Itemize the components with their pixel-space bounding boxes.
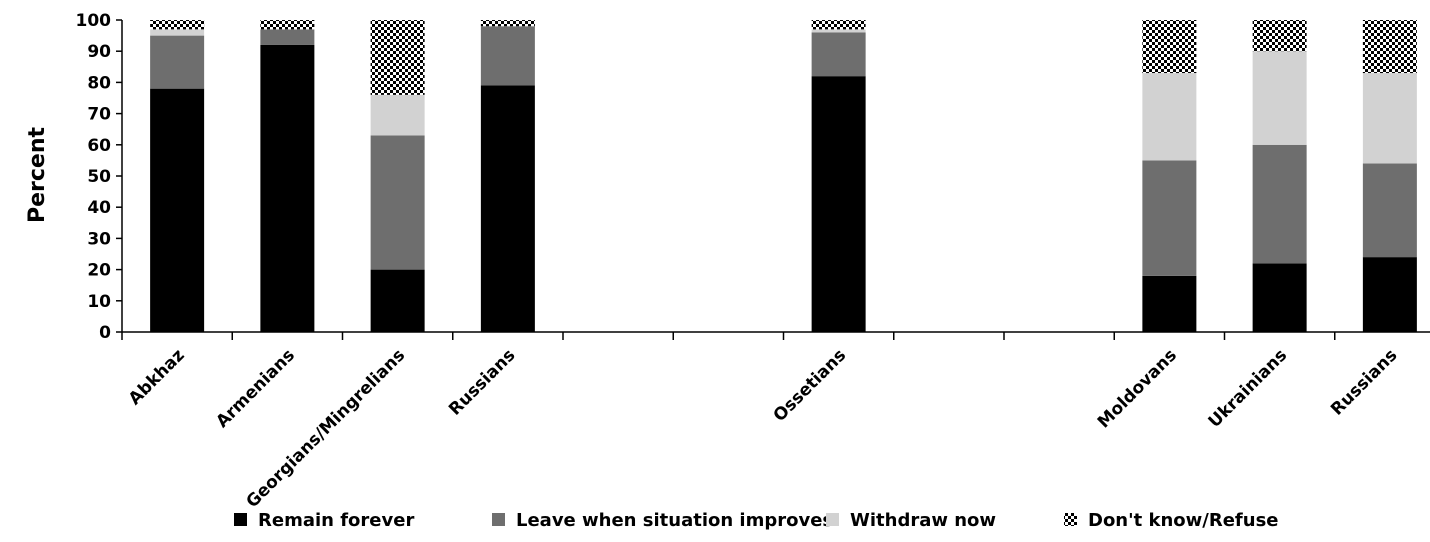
- bar-segment: [480, 20, 535, 27]
- y-tick-label: 10: [87, 292, 111, 312]
- bar-segment: [370, 94, 425, 136]
- bar-segment: [1362, 163, 1417, 258]
- bar-segment: [1142, 20, 1197, 74]
- y-tick-label: 60: [87, 136, 111, 156]
- y-tick-label: 0: [99, 323, 111, 343]
- legend-label: Don't know/Refuse: [1088, 510, 1279, 531]
- bar-segment: [150, 88, 205, 332]
- bar-segment: [1252, 20, 1307, 52]
- bar-segment: [480, 26, 535, 86]
- legend-label: Leave when situation improves: [516, 510, 833, 531]
- bar-segment: [1142, 160, 1197, 276]
- bar-stack: [1142, 20, 1197, 332]
- x-category-label: Moldovans: [1094, 345, 1181, 432]
- bar-segment: [260, 29, 315, 45]
- legend-swatch: [826, 513, 839, 526]
- y-tick-label: 90: [87, 42, 111, 62]
- bar-segment: [811, 32, 866, 77]
- bar-segment: [150, 35, 205, 89]
- bar-segment: [260, 44, 315, 333]
- x-category-label: Armenians: [212, 345, 299, 432]
- bar-segment: [1252, 51, 1307, 145]
- y-tick-label: 20: [87, 261, 111, 281]
- y-tick-label: 40: [87, 198, 111, 218]
- bar-segment: [150, 29, 205, 36]
- bar-stack: [370, 20, 425, 332]
- x-category-label: Ukrainians: [1205, 345, 1292, 432]
- bar-segment: [811, 76, 866, 332]
- bar-segment: [480, 85, 535, 333]
- bar-segment: [260, 20, 315, 30]
- bar-segment: [1362, 73, 1417, 164]
- x-category-label: Abkhaz: [125, 345, 189, 409]
- bar-stack: [811, 20, 866, 332]
- bar-stack: [1362, 20, 1417, 332]
- bars: [150, 20, 1417, 333]
- legend-label: Withdraw now: [850, 510, 996, 531]
- bar-segment: [150, 20, 205, 30]
- bar-stack: [150, 20, 205, 332]
- legend-swatch: [1064, 513, 1077, 526]
- x-category-label: Russians: [445, 345, 519, 419]
- x-category-label: Ossetians: [770, 345, 851, 426]
- x-category-label: Russians: [1327, 345, 1401, 419]
- y-tick-label: 80: [87, 73, 111, 93]
- bar-segment: [1252, 144, 1307, 264]
- legend-swatch: [234, 513, 247, 526]
- y-axis-title: Percent: [25, 127, 50, 224]
- bar-segment: [370, 135, 425, 270]
- bar-segment: [1362, 20, 1417, 74]
- y-tick-label: 70: [87, 105, 111, 125]
- bar-stack: [260, 20, 315, 333]
- legend-swatch: [492, 513, 505, 526]
- y-tick-label: 50: [87, 167, 111, 187]
- bar-segment: [811, 29, 866, 33]
- bar-segment: [370, 269, 425, 332]
- bar-stack: [480, 20, 535, 333]
- bar-segment: [811, 20, 866, 30]
- y-axis: 0 10 20 30 40 50 60 70 80 90 100: [76, 11, 123, 343]
- bar-segment: [1142, 275, 1197, 332]
- bar-segment: [1252, 263, 1307, 332]
- bar-segment: [370, 20, 425, 95]
- bar-stack: [1252, 20, 1307, 332]
- bar-segment: [1142, 73, 1197, 161]
- y-tick-label: 30: [87, 229, 111, 249]
- y-tick-label: 100: [76, 11, 112, 31]
- legend-label: Remain forever: [258, 510, 414, 531]
- bar-segment: [1362, 257, 1417, 332]
- legend: Remain forever Leave when situation impro…: [234, 510, 1279, 531]
